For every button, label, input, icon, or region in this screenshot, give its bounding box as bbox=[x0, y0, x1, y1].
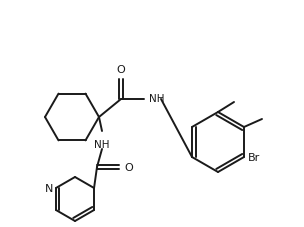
Text: NH: NH bbox=[94, 139, 110, 149]
Text: O: O bbox=[124, 162, 133, 172]
Text: N: N bbox=[45, 183, 53, 193]
Text: NH: NH bbox=[149, 94, 164, 104]
Text: O: O bbox=[117, 65, 125, 75]
Text: Br: Br bbox=[248, 152, 260, 162]
